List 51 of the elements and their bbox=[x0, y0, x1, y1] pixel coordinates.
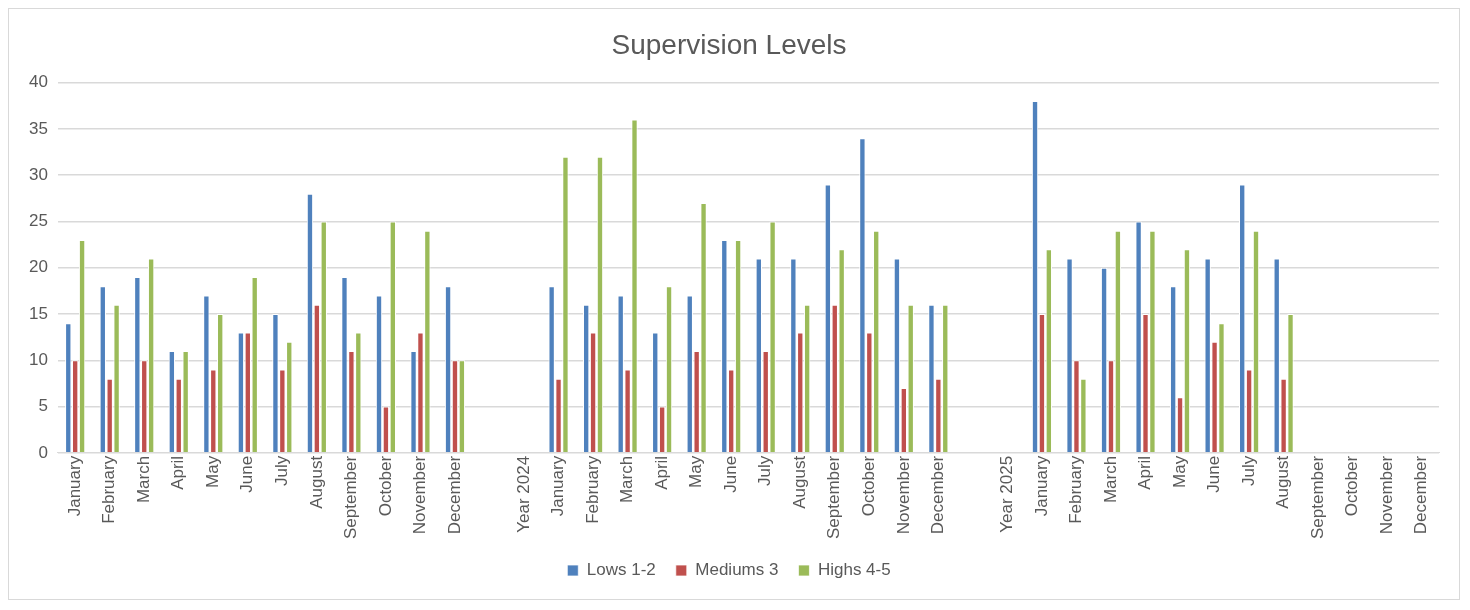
x-tick-label: November bbox=[893, 455, 913, 535]
x-tick-label: July bbox=[1238, 455, 1258, 487]
x-tick-label: September bbox=[1307, 455, 1327, 540]
y-tick-label: 0 bbox=[38, 442, 48, 462]
x-tick-label: September bbox=[341, 455, 361, 540]
x-tick-label: September bbox=[824, 455, 844, 540]
x-tick-label: January bbox=[1031, 455, 1051, 517]
legend-label: Lows 1-2 bbox=[586, 560, 656, 580]
x-tick-label: October bbox=[375, 455, 395, 517]
x-tick-label: November bbox=[1376, 455, 1396, 535]
legend-label: Highs 4-5 bbox=[817, 560, 891, 580]
chart-title: Supervision Levels bbox=[611, 28, 847, 60]
x-tick-label: November bbox=[410, 455, 430, 535]
y-tick-label: 10 bbox=[28, 349, 48, 369]
x-tick-label: June bbox=[237, 455, 257, 493]
x-tick-label: October bbox=[858, 455, 878, 517]
legend-label: Mediums 3 bbox=[695, 560, 779, 580]
x-tick-label: February bbox=[99, 455, 119, 524]
x-tick-label: Year 2025 bbox=[997, 455, 1017, 533]
y-tick-label: 30 bbox=[28, 164, 48, 184]
y-tick-label: 35 bbox=[28, 118, 48, 138]
y-tick-label: 15 bbox=[28, 303, 48, 323]
x-tick-label: February bbox=[1066, 455, 1086, 524]
x-tick-label: August bbox=[306, 455, 326, 509]
x-tick-label: December bbox=[928, 455, 948, 535]
x-tick-label: October bbox=[1342, 455, 1362, 517]
x-tick-label: December bbox=[1411, 455, 1431, 535]
x-tick-label: January bbox=[548, 455, 568, 517]
x-tick-label: March bbox=[133, 455, 153, 504]
y-tick-label: 20 bbox=[28, 257, 48, 277]
x-tick-label: July bbox=[272, 455, 292, 487]
x-tick-label: January bbox=[64, 455, 84, 517]
x-tick-label: May bbox=[686, 455, 706, 488]
x-tick-label: Year 2024 bbox=[513, 455, 533, 533]
x-tick-label: February bbox=[582, 455, 602, 524]
x-tick-label: July bbox=[755, 455, 775, 487]
x-tick-label: May bbox=[1169, 455, 1189, 488]
y-tick-label: 40 bbox=[28, 72, 48, 92]
x-tick-label: May bbox=[202, 455, 222, 488]
x-tick-label: April bbox=[651, 455, 671, 490]
x-tick-label: June bbox=[1204, 455, 1224, 493]
y-tick-label: 25 bbox=[28, 211, 48, 231]
x-tick-label: June bbox=[720, 455, 740, 493]
x-tick-label: August bbox=[789, 455, 809, 509]
y-tick-label: 5 bbox=[38, 396, 48, 416]
x-tick-label: August bbox=[1273, 455, 1293, 509]
x-tick-label: December bbox=[444, 455, 464, 535]
x-tick-label: March bbox=[1100, 455, 1120, 504]
x-tick-label: March bbox=[617, 455, 637, 504]
x-tick-label: April bbox=[1135, 455, 1155, 490]
x-tick-label: April bbox=[168, 455, 188, 490]
